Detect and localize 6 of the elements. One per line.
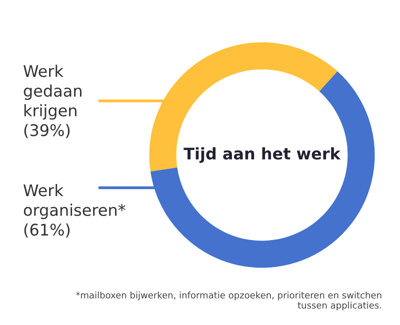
text: *mailboxen bijwerken, informatie opzoeken, prioriteren en switchen tussen applicaties.: [76, 292, 382, 310]
slice-label: Werk gedaan krijgen: [24, 64, 82, 120]
data-label: (39%): [24, 124, 70, 138]
slice-label: Werk organiseren*: [24, 184, 126, 220]
data-label: (61%): [24, 223, 70, 238]
text: Tijd aan het werk: [184, 147, 341, 163]
